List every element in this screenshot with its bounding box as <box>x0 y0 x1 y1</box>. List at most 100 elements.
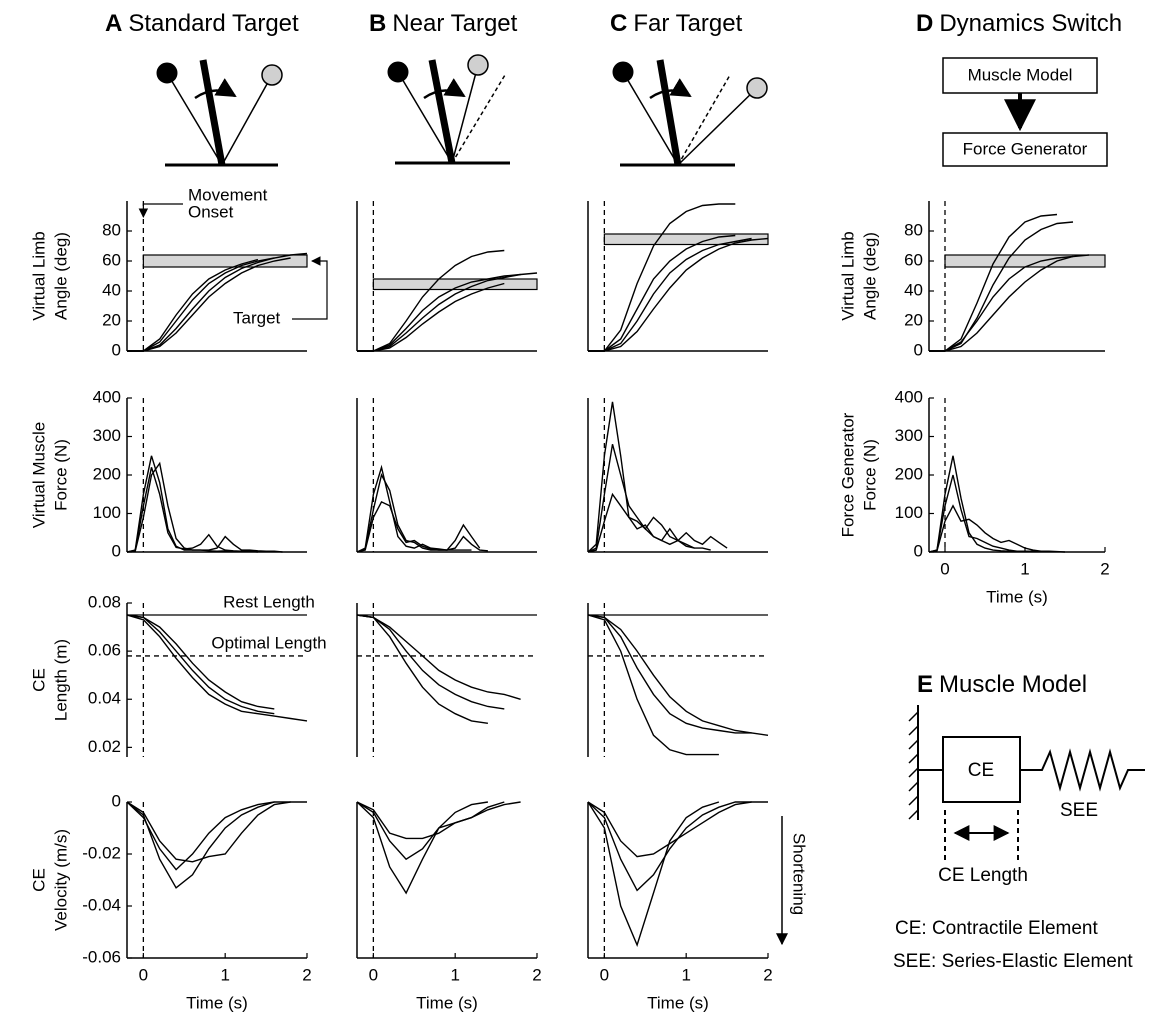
annotation-arrow <box>292 256 328 320</box>
element-label: CE <box>968 760 994 781</box>
panel-name: Standard Target <box>128 10 299 37</box>
annotation: Shortening <box>790 833 809 915</box>
y-tick-label: 100 <box>895 503 923 522</box>
y-axis-label: Angle (deg) <box>51 232 70 320</box>
annotation: Onset <box>188 202 234 221</box>
panel-name: Near Target <box>392 10 517 37</box>
y-tick-label: 80 <box>102 220 121 239</box>
trace <box>127 258 259 352</box>
x-axis-label: Time (s) <box>647 993 709 1012</box>
length-label: CE Length <box>938 865 1028 886</box>
trace <box>126 614 308 722</box>
reference-label: Optimal Length <box>211 633 326 652</box>
x-tick-label: 0 <box>369 965 378 984</box>
x-tick-label: 1 <box>450 965 459 984</box>
x-tick-label: 2 <box>763 965 772 984</box>
panel-title: A Standard Target <box>105 10 299 37</box>
panel-letter: B <box>369 10 386 37</box>
x-tick-label: 1 <box>1020 559 1029 578</box>
legend-text: CE: Contractile Element <box>895 918 1098 939</box>
trace <box>928 455 1049 553</box>
panel-title: C Far Target <box>610 10 743 37</box>
y-tick-label: 0.04 <box>88 689 121 708</box>
trace <box>126 614 275 715</box>
trace <box>126 801 275 871</box>
x-tick-label: 2 <box>532 965 541 984</box>
legend-text: SEE: Series-Elastic Element <box>893 951 1133 972</box>
trace <box>356 464 481 553</box>
trace <box>929 221 1074 352</box>
trace <box>127 257 291 352</box>
y-axis-label: Velocity (m/s) <box>51 829 70 931</box>
y-axis-label: Virtual Muscle <box>29 422 48 528</box>
panel-letter: C <box>610 10 627 37</box>
trace <box>356 614 489 724</box>
y-tick-label: 0 <box>112 791 121 810</box>
trace <box>127 257 275 352</box>
panel-name: Dynamics Switch <box>939 10 1122 37</box>
y-tick-label: 40 <box>102 280 121 299</box>
y-tick-label: 60 <box>102 250 121 269</box>
trace <box>356 801 489 895</box>
y-tick-label: -0.04 <box>82 895 121 914</box>
x-tick-label: 0 <box>139 965 148 984</box>
y-axis-label: Angle (deg) <box>860 232 879 320</box>
y-axis-label: Virtual Limb <box>838 231 857 320</box>
y-tick-label: 200 <box>895 464 923 483</box>
y-tick-label: 0 <box>112 340 121 359</box>
y-axis-label: Virtual Limb <box>29 231 48 320</box>
y-axis-label: Force (N) <box>860 439 879 511</box>
y-axis-label: CE <box>29 668 48 692</box>
annotation: Movement <box>188 185 268 204</box>
panel-title: D Dynamics Switch <box>916 10 1122 37</box>
y-tick-label: 0 <box>914 541 923 560</box>
y-tick-label: 0 <box>914 340 923 359</box>
y-tick-label: 300 <box>93 426 121 445</box>
trace <box>356 614 505 710</box>
y-tick-label: 300 <box>895 426 923 445</box>
trace <box>126 461 267 553</box>
x-tick-label: 1 <box>220 965 229 984</box>
trace <box>587 444 728 553</box>
trace <box>357 273 521 352</box>
target-band <box>142 254 308 268</box>
trace <box>356 473 472 553</box>
y-axis-label: Force Generator <box>838 412 857 537</box>
trace <box>587 492 711 553</box>
trace <box>588 237 752 352</box>
y-tick-label: 20 <box>904 310 923 329</box>
trace <box>357 272 538 352</box>
x-tick-label: 1 <box>681 965 690 984</box>
trace <box>587 801 768 858</box>
trace <box>588 234 736 352</box>
muscle-model <box>908 705 1145 862</box>
box-label: Force Generator <box>963 139 1088 158</box>
schematic-far <box>612 59 768 167</box>
box <box>942 57 1098 94</box>
trace <box>588 237 769 352</box>
trace <box>587 614 752 734</box>
target-band <box>603 233 769 246</box>
x-tick-label: 0 <box>940 559 949 578</box>
x-axis-label: Time (s) <box>986 587 1048 606</box>
schematic-standard <box>156 59 283 167</box>
trace <box>587 801 720 948</box>
trace <box>929 213 1058 352</box>
reference-label: Rest Length <box>223 593 315 612</box>
annotation-arrow <box>138 203 183 218</box>
y-tick-label: 0.02 <box>88 737 121 756</box>
panel-letter: A <box>105 10 122 37</box>
y-tick-label: -0.06 <box>82 947 121 966</box>
y-axis-label: Length (m) <box>51 639 70 721</box>
x-tick-label: 2 <box>1100 559 1109 578</box>
y-axis-label: CE <box>29 868 48 892</box>
y-tick-label: -0.02 <box>82 843 121 862</box>
y-tick-label: 80 <box>904 220 923 239</box>
trace <box>356 801 505 840</box>
trace <box>587 614 719 756</box>
trace <box>126 801 307 863</box>
y-tick-label: 400 <box>895 387 923 406</box>
schematic-near <box>387 54 510 165</box>
y-axis-label: Force (N) <box>51 439 70 511</box>
